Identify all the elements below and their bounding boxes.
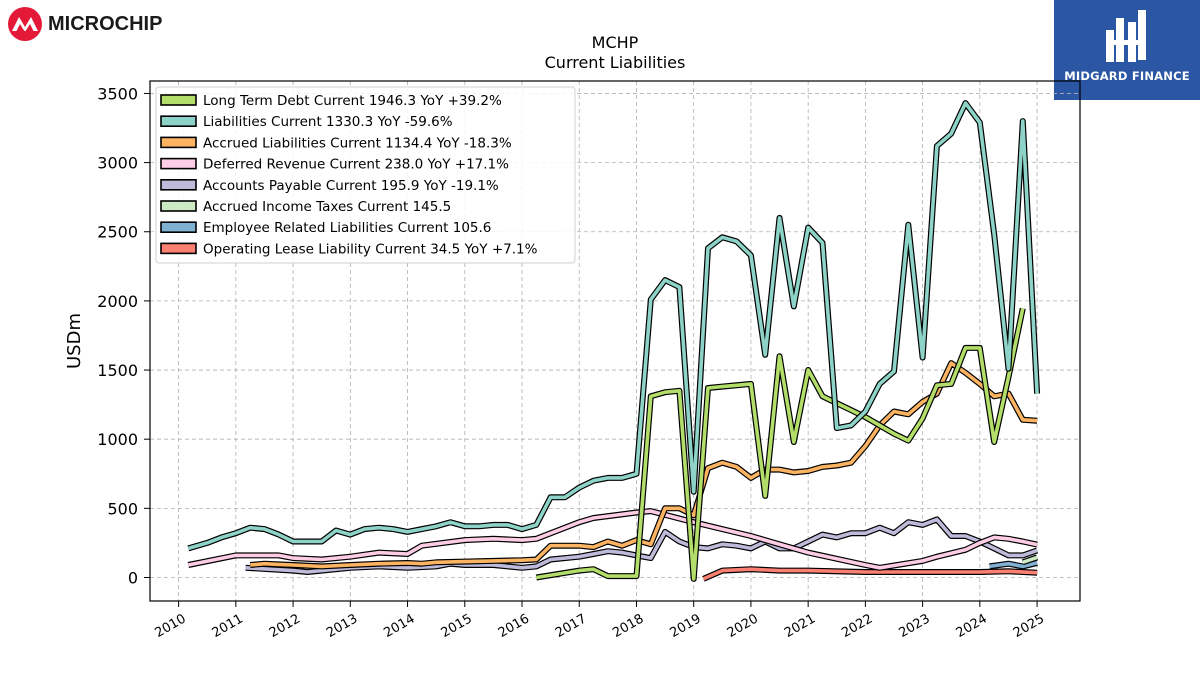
legend-swatch-employee-related-liabilities-current bbox=[160, 221, 197, 233]
plot-frame bbox=[149, 80, 1081, 602]
y-tick-label-2: 1000 bbox=[97, 430, 138, 449]
legend-label-liabilities-current: Liabilities Current 1330.3 YoY -59.6% bbox=[203, 114, 453, 130]
microchip-wordmark: MICROCHIP bbox=[48, 13, 162, 35]
chart-title-line-1: MCHP bbox=[591, 33, 639, 52]
legend-swatch-accounts-payable-current bbox=[160, 179, 197, 191]
microchip-logo: MICROCHIP bbox=[6, 5, 176, 45]
legend: Long Term Debt Current 1946.3 YoY +39.2%… bbox=[155, 86, 576, 264]
series-lines bbox=[187, 100, 1041, 582]
x-tick-label-8: 2018 bbox=[610, 611, 646, 641]
y-axis-ticks: 0 500 1000 1500 2000 2500 3000 3500 bbox=[97, 84, 150, 587]
x-tick-label-4: 2014 bbox=[381, 611, 417, 641]
x-tick-label-14: 2024 bbox=[954, 611, 990, 641]
microchip-logo-mark: MICROCHIP bbox=[8, 7, 162, 41]
legend-label-employee-related-liabilities-current: Employee Related Liabilities Current 105… bbox=[203, 220, 491, 236]
legend-label-accrued-income-taxes-current: Accrued Income Taxes Current 145.5 bbox=[203, 199, 451, 215]
y-tick-label-3: 1500 bbox=[97, 361, 138, 380]
x-tick-label-13: 2023 bbox=[896, 611, 932, 641]
y-tick-label-4: 2000 bbox=[97, 292, 138, 311]
series-line-accrued-liabilities-current bbox=[250, 361, 1038, 569]
series-line-operating-lease-liability-current bbox=[702, 567, 1038, 581]
x-axis-ticks: 2010 2011 2012 2013 2014 2015 2016 2017 2018 2019… bbox=[152, 601, 1047, 641]
x-tick-label-15: 2025 bbox=[1011, 611, 1047, 641]
y-tick-label-5: 2500 bbox=[97, 223, 138, 242]
midgard-wordmark: MIDGARD FINANCE bbox=[1064, 69, 1190, 83]
series-line-long-term-debt-current bbox=[536, 308, 1025, 581]
x-tick-label-11: 2021 bbox=[782, 611, 818, 641]
y-tick-label-7: 3500 bbox=[97, 84, 138, 103]
x-tick-label-3: 2013 bbox=[324, 611, 360, 641]
legend-label-accounts-payable-current: Accounts Payable Current 195.9 YoY -19.1… bbox=[203, 178, 499, 194]
x-tick-label-5: 2015 bbox=[439, 611, 475, 641]
series-line-deferred-revenue-current bbox=[187, 509, 1038, 570]
x-tick-label-6: 2016 bbox=[496, 611, 532, 641]
legend-box bbox=[155, 86, 576, 264]
legend-label-accrued-liabilities-current: Accrued Liabilities Current 1134.4 YoY -… bbox=[203, 135, 512, 151]
legend-label-long-term-debt-current: Long Term Debt Current 1946.3 YoY +39.2% bbox=[203, 93, 502, 109]
x-tick-label-0: 2010 bbox=[152, 611, 188, 641]
legend-swatch-accrued-income-taxes-current bbox=[160, 200, 197, 212]
series-line-accrued-income-taxes-current bbox=[1022, 555, 1038, 565]
x-tick-label-10: 2020 bbox=[725, 611, 761, 641]
legend-swatch-long-term-debt-current bbox=[160, 94, 197, 106]
legend-label-operating-lease-liability-current: Operating Lease Liability Current 34.5 Y… bbox=[203, 241, 538, 257]
legend-swatch-operating-lease-liability-current bbox=[160, 242, 197, 255]
legend-swatch-accrued-liabilities-current bbox=[160, 136, 197, 149]
y-tick-label-6: 3000 bbox=[97, 154, 138, 173]
x-tick-label-7: 2017 bbox=[553, 611, 589, 641]
x-tick-label-1: 2011 bbox=[210, 611, 246, 641]
chart-title: MCHP Current Liabilities bbox=[150, 33, 1080, 73]
x-tick-label-12: 2022 bbox=[839, 611, 875, 641]
midgard-logo-mark bbox=[1106, 10, 1146, 62]
midgard-finance-logo: MIDGARD FINANCE bbox=[1054, 0, 1200, 100]
series-line-liabilities-current bbox=[187, 101, 1039, 551]
y-tick-label-1: 500 bbox=[107, 499, 138, 518]
y-axis-label: USDm bbox=[64, 313, 85, 369]
y-tick-label-0: 0 bbox=[128, 568, 138, 587]
x-tick-label-9: 2019 bbox=[668, 611, 704, 641]
series-line-employee-related-liabilities-current bbox=[989, 561, 1038, 569]
legend-label-deferred-revenue-current: Deferred Revenue Current 238.0 YoY +17.1… bbox=[203, 157, 509, 173]
legend-swatch-liabilities-current bbox=[160, 115, 197, 127]
chart-title-line-2: Current Liabilities bbox=[544, 53, 686, 72]
x-tick-label-2: 2012 bbox=[267, 611, 303, 641]
legend-swatch-deferred-revenue-current bbox=[160, 157, 197, 170]
